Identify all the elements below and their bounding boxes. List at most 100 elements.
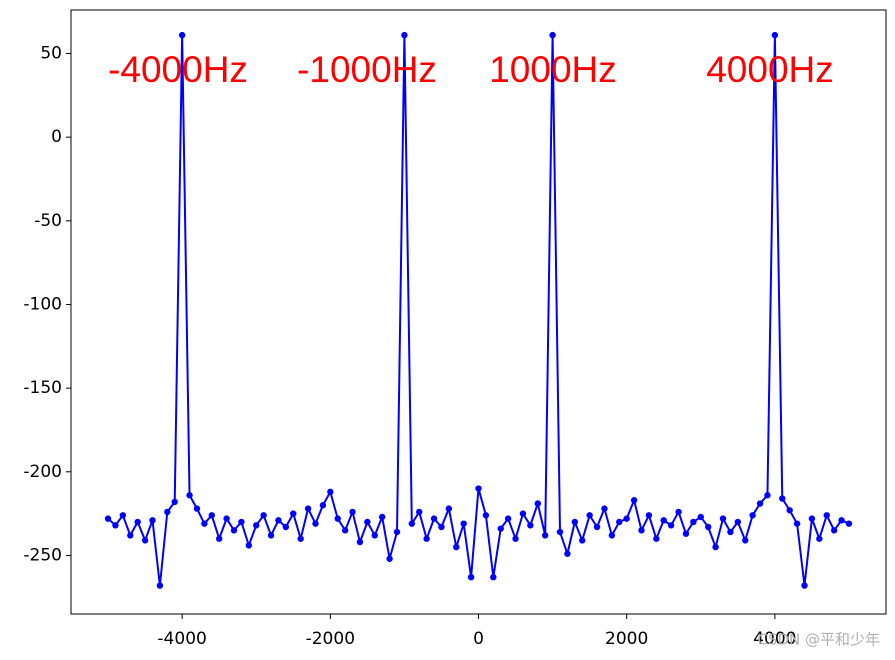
data-point [186, 492, 193, 499]
data-point [734, 518, 742, 526]
data-point [112, 522, 119, 529]
data-point [393, 528, 401, 536]
data-point [527, 522, 534, 529]
data-point [638, 527, 645, 534]
data-point [616, 518, 623, 526]
data-point [786, 507, 793, 514]
data-point [208, 512, 215, 519]
data-point [690, 518, 697, 526]
data-point [571, 518, 579, 526]
data-point [416, 508, 423, 516]
data-point [541, 532, 549, 539]
data-point [193, 505, 201, 512]
data-point [749, 512, 756, 519]
y-tick-label: -50 [34, 211, 62, 231]
data-point [467, 573, 475, 581]
data-point [653, 535, 660, 542]
y-tick-label: -200 [23, 462, 62, 482]
data-point [719, 515, 727, 522]
watermark: CSDN @平和少年 [757, 631, 880, 649]
data-point [334, 515, 341, 522]
data-point [512, 535, 519, 542]
data-point [823, 512, 830, 519]
data-point [378, 513, 386, 521]
data-point [764, 492, 771, 499]
data-point [134, 518, 141, 526]
data-point [201, 520, 208, 527]
data-point [801, 582, 808, 589]
data-point [171, 498, 178, 506]
data-point [341, 527, 349, 534]
data-point [430, 515, 438, 522]
data-point [771, 31, 779, 39]
data-point [549, 31, 556, 39]
data-point [727, 528, 734, 536]
data-point [490, 573, 497, 581]
data-point [630, 497, 638, 504]
data-point [327, 488, 334, 496]
data-point [127, 532, 134, 539]
data-point [290, 510, 297, 517]
data-point [667, 522, 675, 529]
data-point [742, 537, 749, 544]
x-tick-label: 0 [473, 629, 484, 649]
plot-frame [70, 9, 887, 615]
data-point [697, 513, 704, 521]
data-point [230, 527, 238, 534]
data-point [141, 537, 149, 544]
data-point [156, 582, 164, 589]
data-point [779, 495, 786, 502]
y-tick-label: -100 [23, 294, 62, 314]
data-point [482, 512, 490, 519]
data-point [445, 505, 453, 512]
annotation: -1000Hz [297, 49, 437, 90]
data-point [260, 512, 267, 519]
data-point [660, 517, 667, 524]
data-point [675, 508, 682, 516]
data-point [104, 515, 112, 522]
data-point [497, 525, 504, 532]
data-point [453, 543, 460, 551]
data-point [149, 517, 156, 524]
data-point [364, 518, 371, 526]
x-tick-label: -4000 [157, 629, 206, 649]
data-point [438, 523, 445, 531]
data-point [215, 535, 223, 542]
data-point [816, 535, 823, 542]
data-point [178, 31, 186, 39]
data-point [275, 517, 282, 524]
data-point [838, 517, 845, 524]
data-point [534, 500, 541, 507]
data-point [408, 520, 416, 527]
y-tick-label: -150 [23, 378, 62, 398]
data-point [282, 523, 290, 531]
data-point [608, 532, 616, 539]
data-point [475, 485, 482, 492]
data-point [238, 518, 245, 526]
data-point [556, 528, 564, 536]
data-point [519, 510, 527, 517]
data-point [808, 515, 816, 522]
data-point [830, 527, 838, 534]
data-point [386, 555, 393, 562]
data-point [245, 542, 253, 549]
data-point [319, 502, 327, 509]
data-point [312, 520, 319, 527]
data-point [371, 532, 378, 539]
data-point [423, 535, 430, 542]
data-point [297, 535, 304, 542]
x-tick-label: -2000 [306, 629, 355, 649]
data-point [564, 550, 571, 557]
data-point [586, 512, 593, 519]
data-point [645, 512, 653, 519]
annotation: 4000Hz [706, 49, 834, 90]
data-point [267, 532, 275, 539]
data-point [460, 520, 467, 527]
data-point [712, 543, 719, 551]
series-line [107, 35, 850, 586]
data-point [579, 537, 586, 544]
y-tick-label: -250 [23, 545, 62, 565]
annotation: -4000Hz [108, 49, 248, 90]
data-point [356, 538, 364, 546]
data-point [593, 523, 601, 531]
